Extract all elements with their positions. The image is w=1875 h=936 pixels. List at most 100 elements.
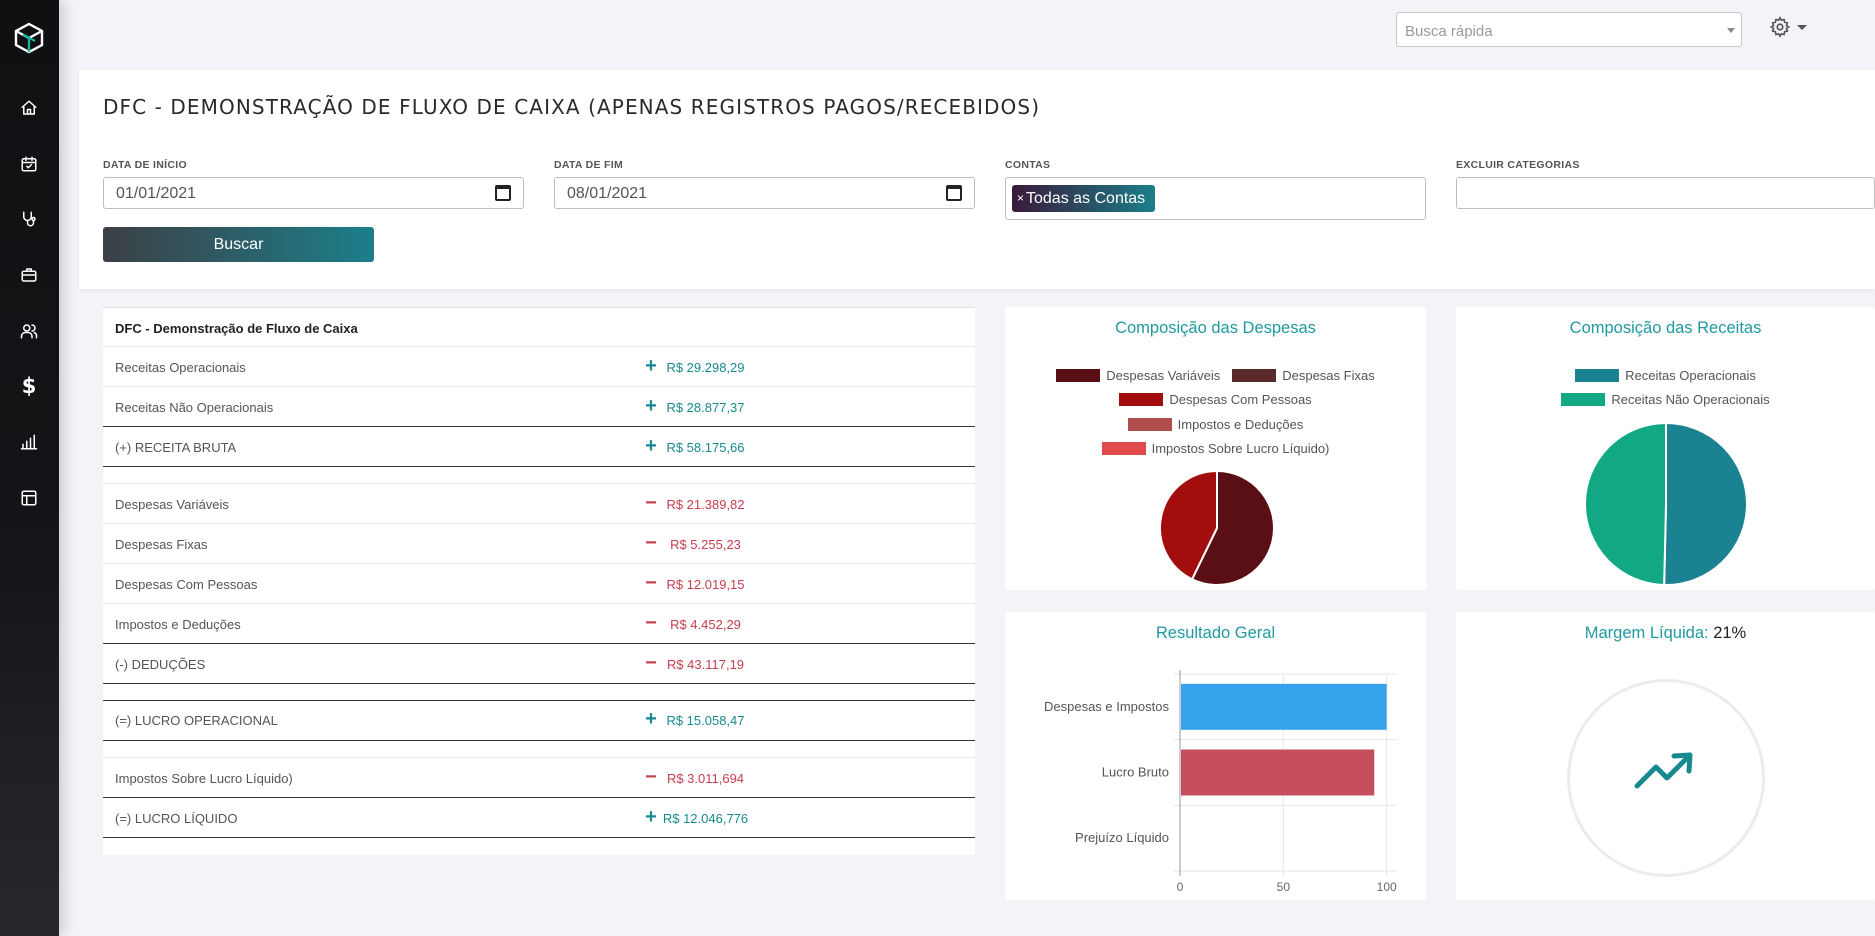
exclude-categories-input[interactable]: [1456, 177, 1875, 209]
chevron-down-icon: [1797, 24, 1807, 30]
table-row: Despesas Com Pessoas − R$ 12.019,15: [103, 563, 975, 603]
legend: Receitas Não Operacionais: [1456, 392, 1875, 407]
search-button[interactable]: Buscar: [103, 227, 374, 262]
legend-label: Receitas Não Operacionais: [1611, 392, 1770, 407]
row-label: Impostos e Deduções: [115, 617, 241, 632]
exclude-categories-label: EXCLUIR CATEGORIAS: [1456, 159, 1580, 171]
legend-label: Despesas Com Pessoas: [1169, 392, 1312, 407]
legend-swatch: [1575, 369, 1620, 382]
row-value: R$ 12.046,776: [662, 811, 749, 826]
legend-item[interactable]: Receitas Operacionais: [1575, 368, 1756, 383]
expenses-pie-chart: [1159, 470, 1275, 586]
net-margin-label: Margem Líquida:: [1584, 624, 1709, 642]
start-date-value: 01/01/2021: [116, 185, 197, 202]
bar-chart-icon[interactable]: [18, 431, 40, 453]
row-value: R$ 43.117,19: [666, 657, 745, 672]
remove-tag-icon[interactable]: ×: [1017, 191, 1025, 205]
legend: Impostos e Deduções: [1005, 417, 1426, 432]
row-value: R$ 4.452,29: [670, 617, 741, 632]
calendar-icon[interactable]: [495, 185, 511, 201]
end-date-value: 08/01/2021: [567, 185, 648, 202]
legend-item[interactable]: Despesas Variáveis: [1056, 368, 1220, 383]
legend-item[interactable]: Despesas Com Pessoas: [1119, 392, 1312, 407]
table-row: Despesas Fixas − R$ 5.255,23: [103, 523, 975, 563]
table-row: (-) DEDUÇÕES − R$ 43.117,19: [103, 643, 975, 683]
home-icon[interactable]: [18, 97, 40, 119]
settings-menu[interactable]: [1769, 16, 1809, 38]
row-label: Despesas Variáveis: [115, 497, 229, 512]
table-row: (=) LUCRO LÍQUIDO + R$ 12.046,776: [103, 797, 975, 837]
legend-label: Receitas Operacionais: [1625, 368, 1756, 383]
row-label: Impostos Sobre Lucro Líquido): [115, 771, 293, 786]
legend: Receitas Operacionais: [1456, 368, 1875, 383]
dollar-icon[interactable]: $: [21, 374, 37, 398]
legend-label: Impostos Sobre Lucro Líquido): [1151, 441, 1330, 456]
row-value: R$ 28.877,37: [666, 400, 745, 415]
briefcase-icon[interactable]: [18, 264, 40, 286]
table-row: Impostos Sobre Lucro Líquido) − R$ 3.011…: [103, 757, 975, 797]
legend-item[interactable]: Receitas Não Operacionais: [1561, 392, 1770, 407]
account-tag[interactable]: × Todas as Contas: [1012, 185, 1156, 212]
legend-label: Despesas Fixas: [1282, 368, 1375, 383]
row-label: Despesas Com Pessoas: [115, 577, 258, 592]
row-label: Receitas Não Operacionais: [115, 400, 274, 415]
minus-icon: −: [645, 766, 657, 788]
table-row: Impostos e Deduções − R$ 4.452,29: [103, 603, 975, 643]
quick-search-select[interactable]: Busca rápida: [1396, 12, 1742, 47]
net-margin-value: 21%: [1713, 624, 1747, 642]
table-row: Despesas Variáveis − R$ 21.389,82: [103, 483, 975, 523]
y-tick-label: Despesas e Impostos: [1044, 699, 1170, 714]
plus-icon: +: [645, 355, 657, 377]
start-date-label: DATA DE INÍCIO: [103, 159, 187, 171]
stethoscope-icon[interactable]: [18, 208, 40, 230]
row-label: (-) DEDUÇÕES: [115, 657, 206, 672]
y-tick-label: Lucro Bruto: [1102, 765, 1169, 780]
x-tick-label: 100: [1377, 880, 1397, 894]
chart-title: Composição das Despesas: [1115, 319, 1316, 337]
users-icon[interactable]: [18, 320, 40, 342]
minus-icon: −: [645, 492, 657, 514]
plus-icon: +: [645, 395, 657, 417]
chart-title: Resultado Geral: [1155, 624, 1276, 642]
row-value: R$ 29.298,29: [666, 360, 745, 375]
legend-swatch: [1056, 369, 1101, 382]
start-date-input[interactable]: 01/01/2021: [103, 177, 524, 209]
trending-up-icon: [1634, 752, 1693, 789]
legend: Despesas Com Pessoas: [1005, 392, 1426, 407]
overall-result-card: Resultado Geral 0 50 100 Despesas e Imposto…: [1005, 612, 1426, 900]
net-margin-card: Margem Líquida: 21%: [1456, 612, 1875, 900]
row-value: R$ 15.058,47: [666, 713, 745, 728]
table-row: Receitas Não Operacionais + R$ 28.877,37: [103, 386, 975, 426]
filter-panel: DFC - DEMONSTRAÇÃO DE FLUXO DE CAIXA (AP…: [79, 70, 1875, 289]
accounts-label: CONTAS: [1005, 159, 1051, 171]
overall-result-bar-chart: 0 50 100 Despesas e Impostos Lucro Bruto Prej…: [1044, 670, 1397, 894]
layout-icon[interactable]: [18, 487, 40, 509]
app-logo-icon[interactable]: [14, 22, 44, 54]
x-tick-label: 50: [1277, 880, 1291, 894]
end-date-label: DATA DE FIM: [554, 159, 624, 171]
legend-item[interactable]: Impostos Sobre Lucro Líquido): [1101, 441, 1330, 456]
legend-swatch: [1127, 418, 1172, 431]
row-value: R$ 21.389,82: [666, 497, 745, 512]
bar[interactable]: [1181, 683, 1387, 730]
row-label: Despesas Fixas: [115, 537, 208, 552]
pie-slice[interactable]: [1663, 422, 1748, 586]
legend-item[interactable]: Impostos e Deduções: [1127, 417, 1303, 432]
net-margin-ring: [1567, 679, 1765, 877]
row-value: R$ 58.175,66: [666, 440, 745, 455]
pie-slice[interactable]: [1584, 422, 1667, 586]
calendar-icon[interactable]: [946, 185, 962, 201]
gear-icon: [1769, 16, 1791, 38]
accounts-multiselect[interactable]: × Todas as Contas: [1005, 177, 1426, 220]
calendar-check-icon[interactable]: [18, 153, 40, 175]
pie-slice[interactable]: [1190, 470, 1275, 586]
end-date-input[interactable]: 08/01/2021: [554, 177, 975, 209]
legend: Impostos Sobre Lucro Líquido): [1005, 441, 1426, 456]
legend-item[interactable]: Despesas Fixas: [1232, 368, 1375, 383]
legend-swatch: [1561, 393, 1606, 406]
legend-swatch: [1101, 442, 1146, 455]
bar[interactable]: [1181, 749, 1375, 796]
table-row: (+) RECEITA BRUTA + R$ 58.175,66: [103, 426, 975, 466]
legend-swatch: [1232, 369, 1277, 382]
pie-slice[interactable]: [1159, 470, 1218, 581]
